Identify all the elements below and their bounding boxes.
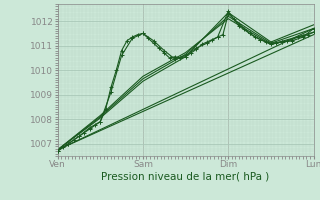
X-axis label: Pression niveau de la mer( hPa ): Pression niveau de la mer( hPa ): [101, 172, 270, 182]
